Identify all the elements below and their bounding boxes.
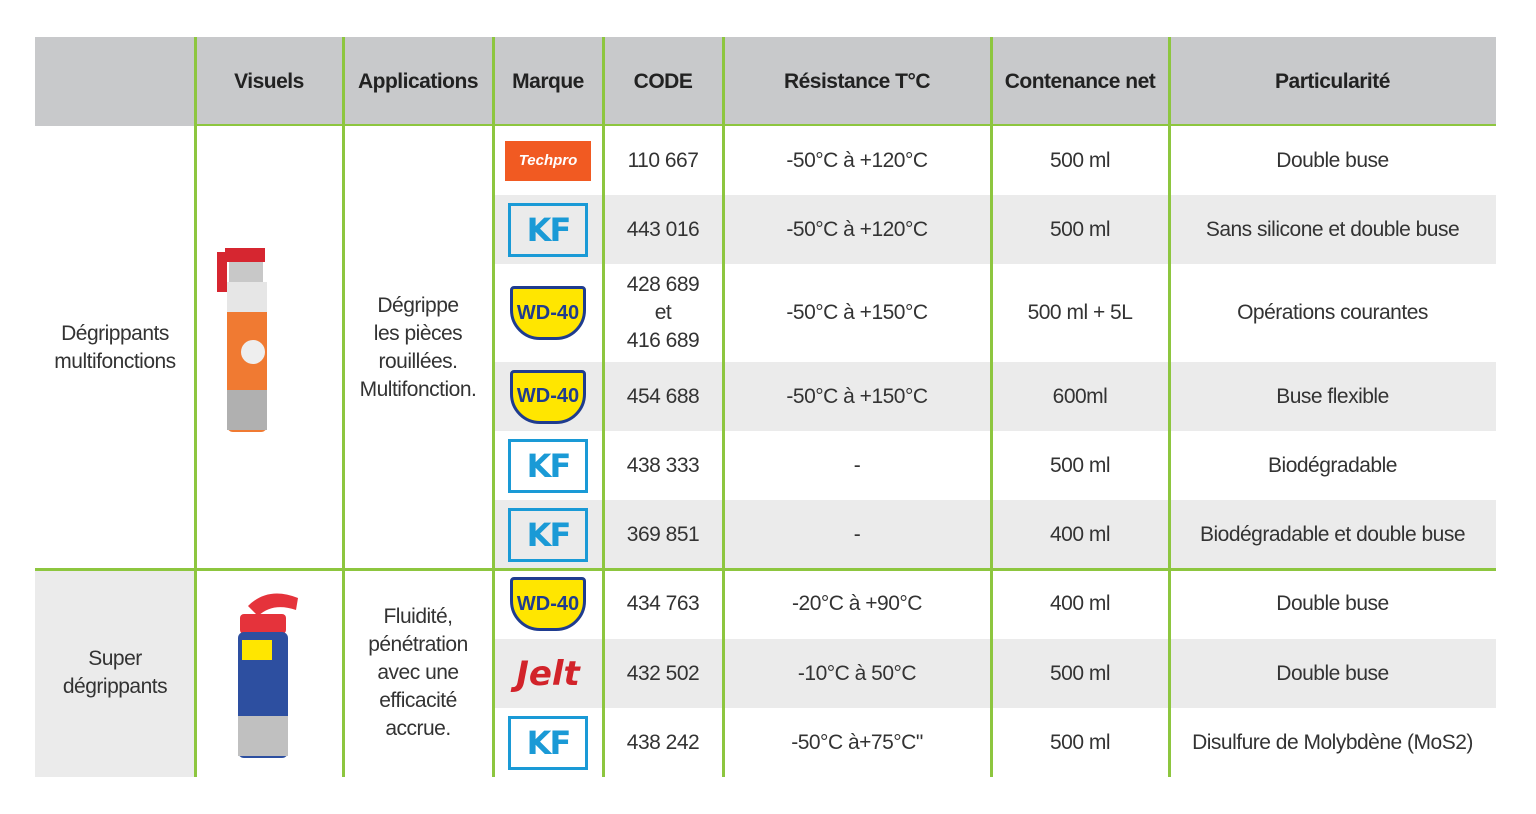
cell-code: 438 333 bbox=[626, 453, 700, 477]
cell-contenance: 500 ml + 5L bbox=[1027, 301, 1133, 324]
cell-contenance: 400 ml bbox=[1049, 522, 1111, 546]
cell-contenance: 500 ml bbox=[1049, 730, 1111, 754]
cell-resistance: -50°C à+75°C" bbox=[791, 730, 923, 754]
brand-logo: KF bbox=[508, 507, 588, 562]
cell-particularite: Double buse bbox=[1276, 148, 1389, 172]
product-can bbox=[217, 248, 267, 432]
brand-cell: KF bbox=[493, 195, 603, 264]
brand-logo: Techpro bbox=[505, 140, 591, 181]
cell-contenance: 500 ml bbox=[1049, 217, 1111, 241]
cell-particularite: Sans silicone et double buse bbox=[1205, 217, 1460, 241]
cell-contenance: 500 ml bbox=[1049, 453, 1111, 477]
cell-contenance: 400 ml bbox=[1049, 592, 1111, 615]
row-bg bbox=[493, 500, 1496, 569]
brand-cell: WD-40 bbox=[493, 569, 603, 639]
row-bg bbox=[493, 362, 1496, 431]
cell-resistance: -50°C à +120°C bbox=[786, 217, 928, 241]
brand-cell: WD-40 bbox=[493, 362, 603, 431]
row-bg bbox=[493, 195, 1496, 264]
brand-cell: WD-40 bbox=[493, 264, 603, 362]
brand-cell: Jelt bbox=[493, 639, 603, 708]
cell-particularite: Disulfure de Molybdène (MoS2) bbox=[1192, 730, 1473, 754]
brand-logo: WD-40 bbox=[510, 369, 586, 424]
cell-resistance: -50°C à +150°C bbox=[786, 384, 928, 408]
cell-particularite: Biodégradable et double buse bbox=[1199, 522, 1466, 546]
application: Dégrippe les pièces rouillées. Multifonc… bbox=[359, 293, 477, 401]
brand-cell: KF bbox=[493, 500, 603, 569]
brand-logo: WD-40 bbox=[510, 577, 586, 631]
cell-contenance: 500 ml bbox=[1049, 661, 1111, 685]
cell-code: 369 851 bbox=[626, 522, 700, 546]
cell-particularite: Double buse bbox=[1276, 661, 1389, 685]
cell-code: 434 763 bbox=[626, 592, 700, 615]
cell-particularite: Buse flexible bbox=[1276, 384, 1389, 408]
header-cell: Marque bbox=[512, 69, 584, 93]
header-cell: CODE bbox=[633, 69, 693, 93]
cell-contenance: 500 ml bbox=[1049, 148, 1111, 172]
header-cell: Applications bbox=[357, 69, 479, 93]
header-underline bbox=[195, 124, 1496, 126]
column-separator bbox=[989, 37, 993, 777]
cell-resistance: -50°C à +150°C bbox=[786, 301, 928, 324]
cell-code: 110 667 bbox=[627, 148, 699, 172]
cell-resistance: - bbox=[853, 522, 861, 546]
brand-cell: KF bbox=[493, 431, 603, 500]
cell-resistance: -50°C à +120°C bbox=[786, 148, 928, 172]
product-can bbox=[238, 593, 298, 758]
cell-resistance: - bbox=[853, 453, 861, 477]
cell-particularite: Double buse bbox=[1276, 592, 1389, 615]
brand-logo: KF bbox=[508, 715, 588, 770]
row-bg bbox=[493, 639, 1496, 708]
column-separator bbox=[601, 37, 605, 777]
brand-logo: KF bbox=[508, 438, 588, 493]
header-cell: Contenance net bbox=[1004, 69, 1156, 93]
category-bg bbox=[35, 569, 195, 777]
brand-cell: Techpro bbox=[493, 126, 603, 195]
cell-code: 432 502 bbox=[626, 661, 700, 685]
category: Dégrippants multifonctions bbox=[54, 321, 176, 373]
cell-resistance: -20°C à +90°C bbox=[792, 592, 922, 615]
category: Super dégrippants bbox=[62, 647, 168, 698]
brand-cell: KF bbox=[493, 708, 603, 777]
header-cell: Particularité bbox=[1275, 69, 1390, 93]
brand-logo: Jelt bbox=[516, 653, 580, 694]
column-separator bbox=[1167, 37, 1171, 777]
cell-code: 454 688 bbox=[626, 384, 700, 408]
cell-contenance: 600ml bbox=[1052, 384, 1108, 408]
column-separator bbox=[341, 37, 345, 777]
cell-code: 438 242 bbox=[626, 730, 700, 754]
cell-resistance: -10°C à 50°C bbox=[797, 661, 917, 685]
cell-code: 443 016 bbox=[626, 217, 700, 241]
cell-particularite: Biodégradable bbox=[1268, 453, 1397, 477]
brand-logo: KF bbox=[508, 202, 588, 257]
header-bg bbox=[35, 37, 1496, 126]
cell-code: 428 689 et 416 689 bbox=[626, 273, 700, 352]
column-separator bbox=[193, 37, 197, 777]
header-cell: Visuels bbox=[234, 69, 304, 93]
cell-particularite: Opérations courantes bbox=[1237, 301, 1428, 324]
column-separator bbox=[491, 37, 495, 777]
header-cell: Résistance T°C bbox=[783, 69, 931, 93]
brand-logo: WD-40 bbox=[510, 286, 586, 340]
group-separator bbox=[35, 567, 1496, 571]
column-separator bbox=[721, 37, 725, 777]
application: Fluidité, pénétration avec une efficacit… bbox=[368, 605, 468, 740]
